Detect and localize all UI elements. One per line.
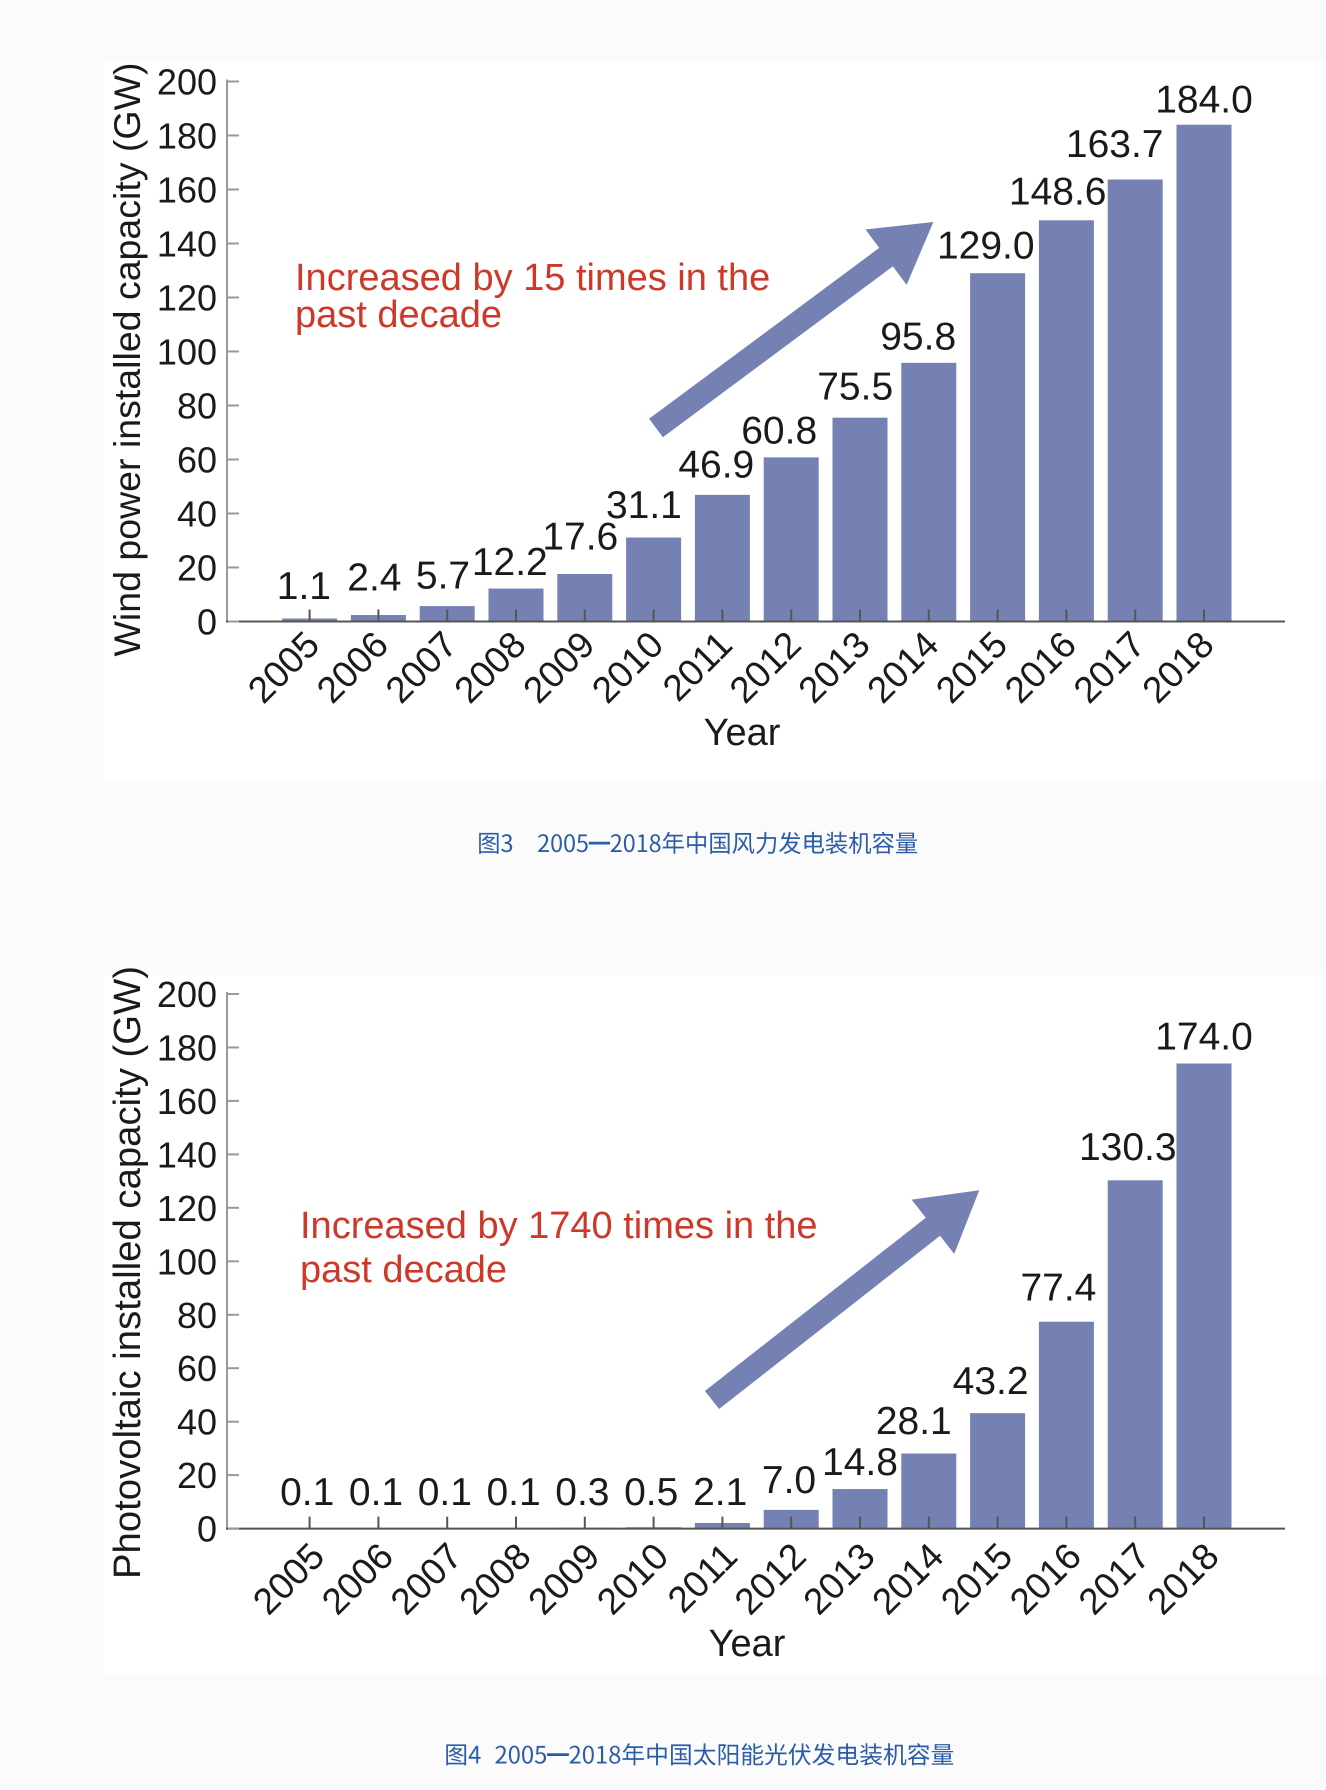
svg-text:180: 180 (157, 116, 217, 157)
svg-text:75.5: 75.5 (817, 366, 893, 409)
svg-text:200: 200 (157, 62, 217, 103)
svg-text:200: 200 (157, 974, 217, 1015)
svg-text:46.9: 46.9 (678, 444, 754, 487)
svg-text:180: 180 (157, 1028, 217, 1069)
svg-text:Year: Year (704, 712, 781, 754)
svg-text:60: 60 (177, 1348, 217, 1389)
svg-text:2.4: 2.4 (347, 557, 401, 600)
svg-text:95.8: 95.8 (880, 315, 956, 358)
svg-text:184.0: 184.0 (1155, 79, 1253, 122)
svg-text:100: 100 (157, 1241, 217, 1282)
svg-text:31.1: 31.1 (606, 484, 682, 527)
svg-text:174.0: 174.0 (1155, 1015, 1253, 1058)
svg-text:0.5: 0.5 (624, 1471, 678, 1514)
svg-text:60: 60 (177, 440, 217, 481)
svg-text:129.0: 129.0 (937, 224, 1035, 267)
svg-text:0: 0 (197, 602, 217, 643)
svg-text:120: 120 (157, 1188, 217, 1229)
svg-text:160: 160 (157, 1081, 217, 1122)
svg-text:120: 120 (157, 278, 217, 319)
svg-text:20: 20 (177, 1455, 217, 1496)
svg-text:0.1: 0.1 (486, 1471, 540, 1514)
svg-text:60.8: 60.8 (741, 410, 817, 453)
svg-text:77.4: 77.4 (1020, 1267, 1096, 1310)
svg-text:130.3: 130.3 (1079, 1126, 1177, 1169)
svg-text:0.1: 0.1 (280, 1471, 334, 1514)
svg-text:80: 80 (177, 386, 217, 427)
svg-text:past decade: past decade (300, 1249, 507, 1291)
svg-text:0.1: 0.1 (349, 1471, 403, 1514)
svg-text:20: 20 (177, 548, 217, 589)
svg-text:0.1: 0.1 (418, 1471, 472, 1514)
svg-text:148.6: 148.6 (1009, 171, 1107, 214)
svg-text:Year: Year (709, 1623, 786, 1665)
svg-text:Increased by 1740 times in the: Increased by 1740 times in the (300, 1205, 818, 1247)
svg-text:5.7: 5.7 (416, 554, 470, 597)
svg-text:140: 140 (157, 1134, 217, 1175)
svg-text:Wind power installed capacity: Wind power installed capacity (GW) (106, 63, 148, 657)
svg-text:7.0: 7.0 (762, 1459, 816, 1502)
svg-text:14.8: 14.8 (822, 1441, 898, 1484)
svg-text:28.1: 28.1 (876, 1400, 952, 1443)
svg-text:0: 0 (197, 1509, 217, 1550)
svg-text:80: 80 (177, 1295, 217, 1336)
svg-text:100: 100 (157, 332, 217, 373)
svg-text:140: 140 (157, 224, 217, 265)
svg-text:40: 40 (177, 1402, 217, 1443)
svg-text:0.3: 0.3 (555, 1471, 609, 1514)
svg-text:163.7: 163.7 (1066, 123, 1164, 166)
svg-text:40: 40 (177, 494, 217, 535)
svg-text:Photovoltaic installed capacit: Photovoltaic installed capacity (GW) (106, 966, 149, 1579)
svg-text:1.1: 1.1 (277, 565, 331, 608)
svg-text:past decade: past decade (295, 294, 502, 336)
svg-text:2.1: 2.1 (693, 1471, 747, 1514)
svg-text:12.2: 12.2 (472, 541, 548, 584)
svg-text:Increased by 15 times in the: Increased by 15 times in the (295, 257, 770, 299)
svg-text:17.6: 17.6 (542, 516, 618, 559)
svg-text:160: 160 (157, 170, 217, 211)
svg-text:43.2: 43.2 (953, 1360, 1029, 1403)
